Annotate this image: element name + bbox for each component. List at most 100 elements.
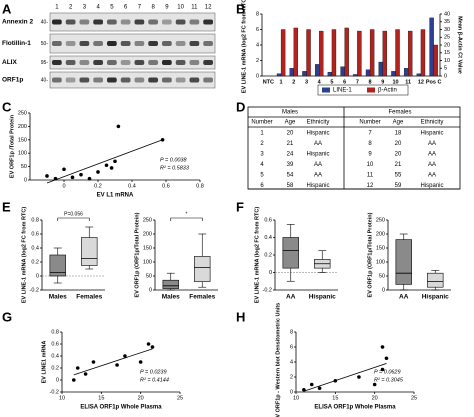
lane-label: 5 [110,5,114,11]
legend-swatch [322,87,330,93]
x-tick-label: 10 [59,395,65,401]
x-axis-label: ELISA ORF1p Whole Plasma [80,405,162,411]
x-tick-label: Females [76,294,102,301]
annotation: R² = 0.4144 [140,377,169,383]
bar [344,27,349,77]
table-cell: 58 [287,183,294,189]
y-tick-label: 200 [18,124,27,130]
significance-label: P=0.056 [64,211,83,217]
box [162,279,179,289]
blot-band [120,41,131,46]
panel-letter: F [236,199,244,214]
table-cell: 20 [287,131,294,137]
x-tick-label: 10 [293,395,299,401]
blot-band [203,60,213,65]
blot-band [107,41,117,46]
y-tick-label: -0.2 [30,287,39,293]
point [372,382,377,387]
table-cell: AA [314,141,322,147]
point [104,163,109,168]
point [302,387,306,392]
blot-band [175,60,186,65]
bar [289,68,294,77]
y-axis-label: EV ORF1p /Total Protein [9,114,15,178]
blot-row-label: Annexin 2 [2,19,33,26]
legend-frame [317,84,409,96]
trend-line [46,139,163,184]
y-tick-label: 150 [143,245,152,251]
blot-band [93,60,103,65]
blot-strip [49,33,216,54]
point [70,175,75,180]
y-tick-label: 250 [143,217,152,223]
y-tick-label: -0.2 [263,287,272,293]
blot-strip [49,55,216,70]
table-cell: 12 [367,183,374,189]
panel-letter: H [236,309,245,324]
point [116,124,121,129]
x-tick-label: Hispanic [422,294,449,301]
table-cell: AA [314,173,322,179]
blot-row-label: ORF1p [2,77,23,84]
bar [306,29,311,77]
blot-band [65,60,76,65]
table-group: Females [388,110,411,116]
lane-label: 9 [165,5,169,11]
y2-axis-label: Mean β-Actin Ct Value [457,16,463,74]
table-cell: 1 [260,131,264,137]
legend-label: β-Actin [378,88,397,94]
x-tick-label: Pos C [426,79,442,85]
y-tick-label: 0.6 [31,231,39,237]
lane-label: 8 [151,5,155,11]
point [123,354,127,358]
table-header: Age [285,120,296,126]
bar [433,44,438,77]
annotation: R² = 0.3045 [374,377,404,383]
point [53,176,58,181]
annotation: R² = 0.5833 [160,165,190,171]
panel-letter: G [2,309,12,324]
lane-label: 6 [124,5,128,11]
x-tick-label: 20 [372,395,378,401]
bar [408,30,413,77]
blot-strip [49,12,216,32]
blot-band [189,41,200,46]
lane-label: 11 [191,5,198,11]
point [45,174,49,178]
y-tick-label: 0.4 [31,245,39,251]
blot-band [162,41,172,46]
bar [365,69,371,77]
y-axis-label: EV LINE-1 mRNA (log2 FC from NTC) [241,0,247,93]
blot-band [148,77,158,83]
table-cell: Hispanic [306,183,329,189]
y-tick-label: 0 [149,287,152,293]
y-tick-label: 0.2 [51,365,59,371]
x-tick-label: 15 [332,395,338,401]
blot-band [134,77,145,83]
table-cell: AA [428,173,436,179]
point [384,356,389,361]
table-cell: 4 [260,162,264,168]
y-tick-label: 250 [376,217,385,223]
blot-band [203,41,213,46]
y2-tick-label: 5 [444,66,447,72]
y-tick-label: 0 [290,389,293,395]
y-tick-label: 6 [290,344,293,350]
blot-band [203,19,213,25]
y2-tick-label: 35 [444,19,450,25]
point [91,360,96,364]
blot-band [52,77,62,83]
x-tick-label: 25 [411,395,417,401]
point [62,167,66,172]
bar [395,29,400,77]
point [160,138,165,142]
bar [378,61,383,77]
blot-band [162,77,172,83]
trend-line [73,348,153,376]
blot-band [189,19,200,25]
y-tick-label: 50 [146,273,152,279]
blot-band [107,60,117,65]
blot-row-label: ALIX [2,59,17,66]
panel-letter: A [2,1,12,16]
x-tick-label: AA [286,294,296,301]
